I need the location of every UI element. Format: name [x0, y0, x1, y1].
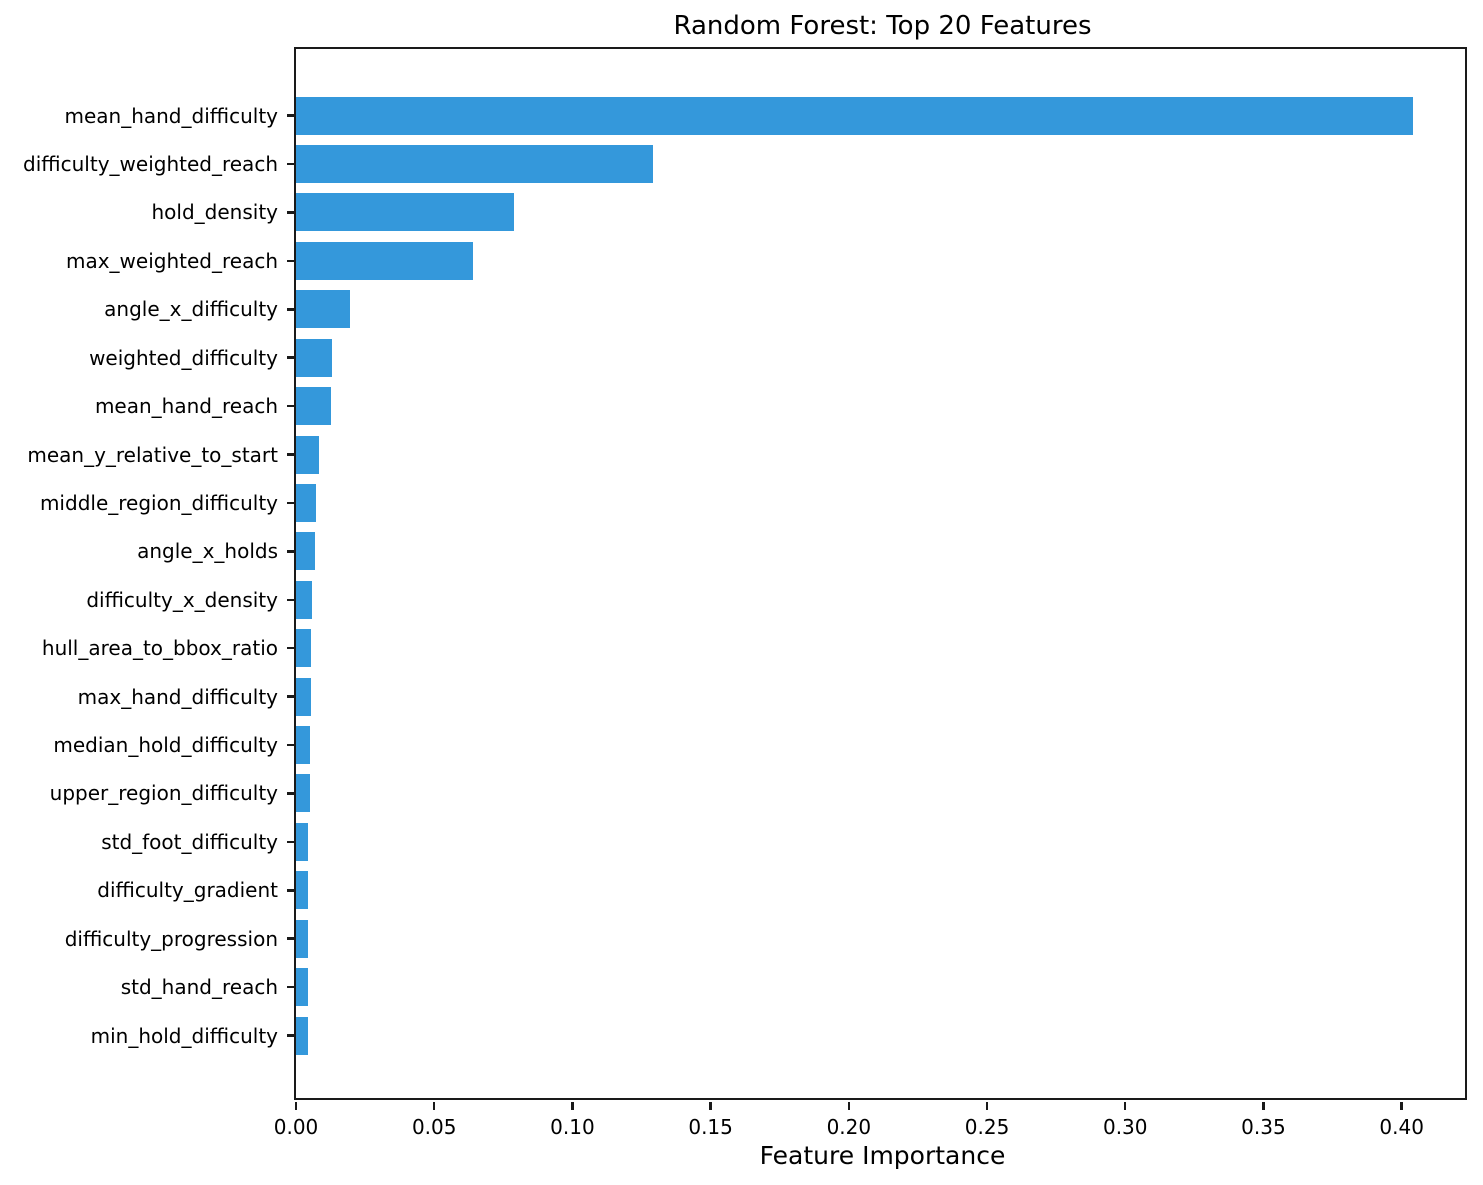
x-tick-label: 0.35: [1241, 1115, 1286, 1139]
bar-difficulty_progression: [296, 919, 309, 958]
x-tick-mark: [847, 1102, 851, 1110]
x-tick-label: 0.05: [411, 1115, 457, 1139]
y-tick-mark: [287, 985, 295, 989]
y-tick-label: difficulty_x_density: [86, 587, 278, 612]
y-tick-label: angle_x_difficulty: [104, 297, 278, 322]
y-tick-mark: [287, 453, 295, 456]
x-tick-label: 0.40: [1379, 1115, 1424, 1139]
y-tick-label: std_hand_reach: [120, 975, 278, 1000]
y-tick-label: upper_region_difficulty: [49, 781, 278, 806]
y-tick-label: difficulty_progression: [64, 926, 278, 951]
chart-title: Random Forest: Top 20 Features: [673, 11, 1092, 41]
y-tick-mark: [287, 308, 295, 311]
y-tick-mark: [287, 162, 295, 166]
y-tick-mark: [287, 646, 295, 650]
y-tick-label: difficulty_gradient: [97, 878, 278, 903]
y-tick-label: hull_area_to_bbox_ratio: [41, 636, 278, 661]
x-axis-title: Feature Importance: [759, 1141, 1006, 1170]
y-tick-label: mean_hand_difficulty: [64, 103, 278, 128]
bar-std_hand_reach: [296, 968, 308, 1007]
y-tick-mark: [287, 114, 295, 117]
bar-angle_x_holds: [296, 532, 316, 571]
x-tick-mark: [1123, 1102, 1127, 1110]
y-tick-mark: [287, 792, 295, 795]
y-tick-label: median_hold_difficulty: [53, 733, 278, 758]
bar-mean_hand_reach: [296, 387, 331, 426]
x-tick-label: 0.30: [1102, 1115, 1148, 1139]
x-tick-mark: [709, 1102, 712, 1110]
bar-max_hand_difficulty: [296, 677, 311, 716]
y-tick-mark: [287, 743, 295, 747]
x-tick-label: 0.15: [688, 1115, 733, 1139]
x-tick-label: 0.20: [826, 1115, 872, 1139]
y-tick-mark: [287, 356, 295, 359]
x-tick-mark: [294, 1102, 298, 1110]
x-tick-mark: [1400, 1102, 1403, 1110]
bar-median_hold_difficulty: [296, 726, 311, 765]
y-tick-mark: [287, 259, 295, 263]
y-tick-mark: [287, 598, 295, 602]
y-tick-label: weighted_difficulty: [89, 345, 278, 370]
y-tick-mark: [287, 695, 295, 698]
x-tick-label: 0.10: [550, 1115, 595, 1139]
y-tick-mark: [287, 501, 295, 505]
y-tick-label: mean_y_relative_to_start: [27, 442, 278, 467]
x-tick-mark: [571, 1102, 574, 1110]
y-tick-label: min_hold_difficulty: [90, 1023, 278, 1048]
bar-angle_x_difficulty: [296, 290, 351, 329]
x-tick-mark: [432, 1102, 436, 1110]
bar-hold_density: [296, 193, 515, 232]
bar-mean_y_relative_to_start: [296, 435, 319, 474]
y-tick-label: std_foot_difficulty: [101, 829, 278, 854]
y-tick-label: mean_hand_reach: [94, 394, 278, 419]
x-tick-label: 0.00: [273, 1115, 319, 1139]
y-tick-label: max_hand_difficulty: [77, 684, 278, 709]
bar-mean_hand_difficulty: [296, 96, 1413, 135]
y-tick-mark: [287, 840, 295, 844]
bar-std_foot_difficulty: [296, 822, 309, 861]
y-tick-mark: [287, 550, 295, 553]
y-tick-label: hold_density: [151, 200, 279, 225]
y-tick-label: middle_region_difficulty: [39, 490, 278, 515]
y-tick-mark: [287, 889, 295, 892]
y-tick-mark: [287, 404, 295, 408]
x-tick-mark: [985, 1102, 989, 1110]
y-tick-mark: [287, 937, 295, 940]
bar-hull_area_to_bbox_ratio: [296, 629, 312, 668]
x-tick-mark: [1262, 1102, 1265, 1110]
bar-difficulty_x_density: [296, 580, 313, 619]
y-tick-label: difficulty_weighted_reach: [23, 152, 278, 177]
y-tick-mark: [287, 1034, 295, 1037]
bar-upper_region_difficulty: [296, 774, 310, 813]
bar-max_weighted_reach: [296, 241, 473, 280]
bar-difficulty_weighted_reach: [296, 145, 653, 184]
bar-difficulty_gradient: [296, 871, 309, 910]
y-tick-label: angle_x_holds: [137, 539, 278, 564]
bar-min_hold_difficulty: [296, 1016, 308, 1055]
bar-weighted_difficulty: [296, 338, 333, 377]
y-tick-label: max_weighted_reach: [65, 248, 278, 273]
y-tick-mark: [287, 211, 295, 214]
x-tick-label: 0.25: [964, 1115, 1010, 1139]
bar-middle_region_difficulty: [296, 483, 316, 522]
